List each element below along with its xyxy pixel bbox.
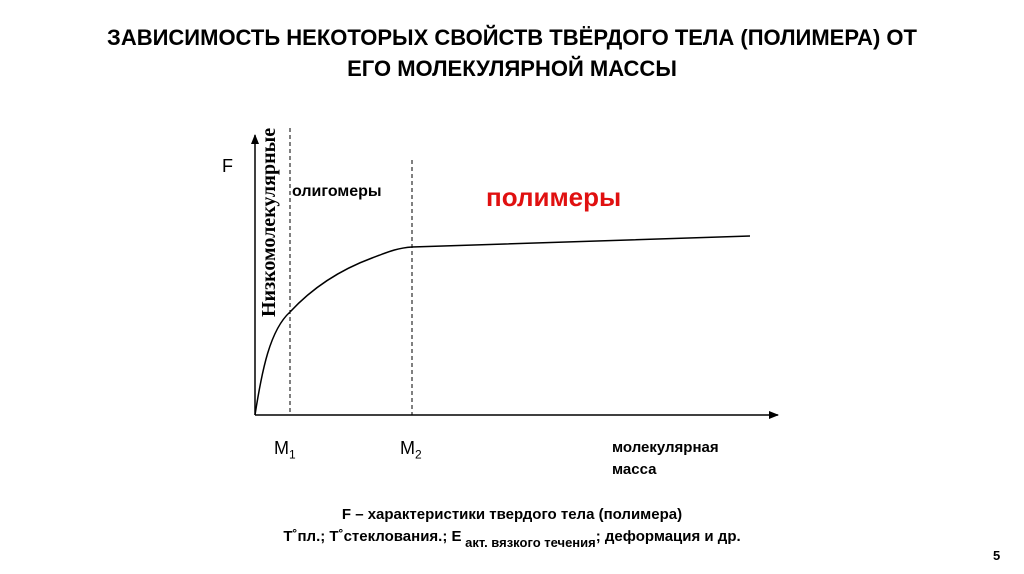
m2-letter: M — [400, 438, 415, 458]
caption-line-2-part-1: T˚пл.; T˚стеклования.; E — [283, 528, 462, 545]
m2-label: M2 — [400, 438, 422, 462]
m1-label: M1 — [274, 438, 296, 462]
m1-subscript: 1 — [289, 447, 296, 462]
caption-line-1: F – характеристики твердого тела (полиме… — [341, 506, 683, 523]
caption-line-2-subscript: акт. вязкого течения — [461, 535, 596, 550]
caption-line-2-part-2: ; деформация и др. — [595, 528, 741, 545]
oligomers-region-label: олигомеры — [292, 183, 382, 200]
caption-line-2: T˚пл.; T˚стеклования.; E акт. вязкого те… — [0, 528, 1024, 550]
title-line-1: ЗАВИСИМОСТЬ НЕКОТОРЫХ СВОЙСТВ ТВЁРДОГО Т… — [107, 25, 917, 50]
m2-subscript: 2 — [415, 447, 422, 462]
polymers-region-label: полимеры — [486, 182, 622, 212]
y-axis-label: F — [222, 156, 233, 176]
x-axis-label: молекулярная масса — [612, 437, 719, 481]
property-curve — [254, 235, 751, 416]
low-molecular-region-label: Низкомолекулярные — [258, 128, 280, 318]
slide-title: ЗАВИСИМОСТЬ НЕКОТОРЫХ СВОЙСТВ ТВЁРДОГО Т… — [0, 22, 1024, 84]
x-axis-label-line-2: масса — [612, 461, 657, 478]
m1-letter: M — [274, 438, 289, 458]
page-number: 5 — [993, 548, 1001, 563]
x-axis-label-line-1: молекулярная — [612, 439, 719, 456]
title-line-2: ЕГО МОЛЕКУЛЯРНОЙ МАССЫ — [347, 56, 677, 81]
